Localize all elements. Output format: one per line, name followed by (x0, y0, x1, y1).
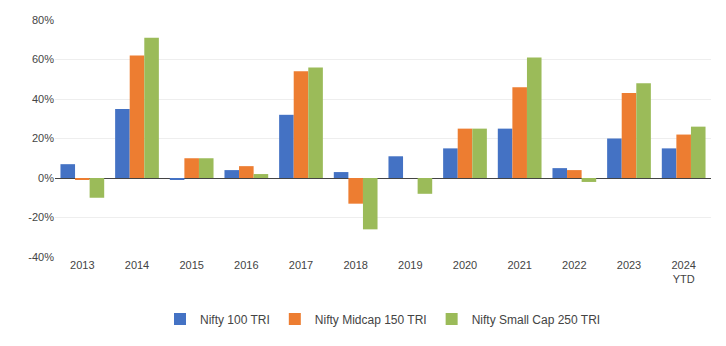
svg-text:2017: 2017 (289, 259, 313, 271)
svg-text:20%: 20% (32, 132, 54, 144)
svg-text:Nifty Small Cap 250 TRI: Nifty Small Cap 250 TRI (472, 313, 601, 327)
svg-text:-20%: -20% (28, 211, 54, 223)
svg-text:2024YTD: 2024YTD (671, 259, 695, 285)
svg-text:2014: 2014 (125, 259, 149, 271)
svg-text:2021: 2021 (507, 259, 531, 271)
svg-text:2020: 2020 (453, 259, 477, 271)
svg-text:0%: 0% (38, 172, 54, 184)
svg-text:40%: 40% (32, 93, 54, 105)
svg-text:2018: 2018 (343, 259, 367, 271)
svg-text:Nifty Midcap 150 TRI: Nifty Midcap 150 TRI (315, 313, 427, 327)
svg-text:Nifty 100 TRI: Nifty 100 TRI (200, 313, 270, 327)
svg-text:2016: 2016 (234, 259, 258, 271)
svg-text:2019: 2019 (398, 259, 422, 271)
svg-text:60%: 60% (32, 53, 54, 65)
svg-text:2015: 2015 (179, 259, 203, 271)
svg-text:2022: 2022 (562, 259, 586, 271)
svg-text:80%: 80% (32, 14, 54, 26)
svg-text:-40%: -40% (28, 251, 54, 263)
svg-text:2023: 2023 (617, 259, 641, 271)
svg-text:2013: 2013 (70, 259, 94, 271)
